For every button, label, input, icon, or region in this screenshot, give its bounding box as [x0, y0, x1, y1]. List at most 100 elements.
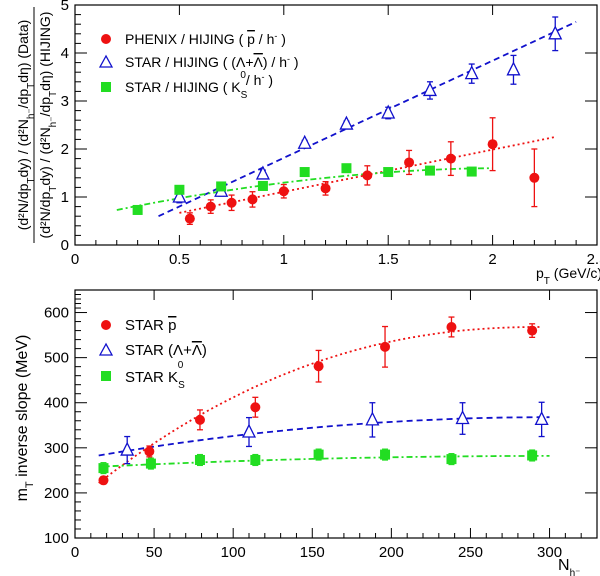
bottom-y-tick-label: 100: [44, 530, 69, 547]
bottom-y-tick-label: 600: [44, 305, 69, 322]
bottom-fit-line-1: [98, 326, 542, 484]
bottom-data-point-triangle: [534, 410, 549, 426]
bottom-data-point-triangle: [455, 410, 470, 425]
top-data-point-circle: [487, 139, 498, 150]
bottom-data-point-circle: [527, 325, 538, 336]
legend-marker-triangle: [98, 342, 114, 356]
legend-marker-square: [101, 371, 111, 381]
bottom-x-tick-label: 300: [537, 544, 562, 561]
bottom-x-tick-label: 50: [146, 544, 163, 561]
top-data-point-circle: [529, 172, 540, 183]
top-data-point-circle: [247, 194, 258, 205]
bottom-data-point-square: [380, 449, 391, 460]
top-y-tick-label: 4: [61, 45, 69, 62]
bottom-data-point-triangle: [365, 411, 380, 426]
top-data-point-circle: [445, 153, 456, 164]
top-data-point-triangle: [255, 165, 270, 180]
bottom-x-tick-label: 0: [71, 544, 79, 561]
top-data-point-circle: [404, 157, 415, 168]
bottom-plot-frame: [74, 289, 598, 539]
top-data-point-circle: [205, 201, 216, 212]
top-data-point-square: [466, 166, 477, 177]
top-data-point-square: [257, 180, 268, 191]
bottom-y-axis-title: mT inverse slope (MeV): [14, 335, 36, 502]
bottom-panel: 0 50 100 150 200 250 300 100 200 300 400 500 600 mT …: [14, 289, 598, 576]
top-legend: PHENIX / HIJING ( p / h- ) STAR / HIJING…: [98, 31, 299, 101]
top-y-tick-label: 0: [61, 237, 69, 254]
bottom-ticks: 0 50 100 150 200 250 300 100 200 300 400 500 600: [44, 289, 598, 561]
top-data-point-square: [216, 181, 227, 192]
bottom-x-tick-label: 100: [221, 544, 246, 561]
top-data-point-circle: [362, 170, 373, 181]
top-data-point-square: [341, 163, 352, 174]
top-data-point-circle: [226, 197, 237, 208]
top-data-point-triangle: [464, 65, 479, 80]
top-x-tick-label: 1: [280, 251, 288, 268]
bottom-x-tick-label: 200: [379, 544, 404, 561]
top-y-tick-label: 3: [61, 93, 69, 110]
top-x-tick-label: 1.5: [378, 251, 399, 268]
top-x-tick-label: 0.5: [169, 251, 190, 268]
legend-marker-triangle: [98, 54, 114, 68]
top-y-tick-label: 2: [61, 141, 69, 158]
top-data-point-triangle: [381, 104, 396, 119]
bottom-data-point-square: [98, 463, 109, 474]
legend-label-pbar: STAR p: [125, 317, 176, 334]
bottom-data-point-circle: [98, 475, 109, 486]
bottom-fit-line-2: [98, 416, 550, 457]
bottom-data-point-circle: [380, 341, 391, 352]
top-data-point-triangle: [422, 81, 438, 97]
bottom-legend-k0s: STAR KS0: [101, 360, 185, 391]
top-y-title-line1: (d²N/dpTdy) / (d²Nh⁻/dpTdη) (Data): [15, 20, 37, 231]
top-panel: 0 0.5 1 1.5 2 2.5 0 1 2 3 4 5 (d²N/dpTdy) / (d²Nh⁻/…: [15, 0, 600, 287]
bottom-y-tick-label: 400: [44, 395, 69, 412]
top-fit-line-2: [158, 20, 577, 218]
top-x-tick-label: 0: [71, 251, 79, 268]
top-data-point-triangle: [297, 134, 312, 149]
bottom-x-tick-label: 250: [458, 544, 483, 561]
top-data-point-triangle: [506, 61, 521, 76]
top-data-point-triangle: [548, 25, 563, 40]
bottom-data-point-square: [527, 450, 538, 461]
legend-marker-circle: [101, 34, 111, 44]
bottom-data-point-triangle: [120, 441, 135, 456]
bottom-fits: [98, 326, 550, 484]
top-x-tick-label: 2: [488, 251, 496, 268]
legend-label-lambda: STAR / HIJING ( (Λ+Λ) / h- ): [125, 54, 299, 70]
legend-marker-circle: [101, 320, 111, 330]
top-y-tick-label: 5: [61, 0, 69, 14]
bottom-data-point-circle: [250, 402, 261, 413]
top-ticks: 0 0.5 1 1.5 2 2.5 0 1 2 3 4 5: [61, 0, 600, 268]
bottom-data-point-circle: [144, 446, 155, 457]
top-y-title-line2: (d²N/dpTdy) / (d²Nh⁻/dpTdη) (HIJING): [37, 12, 59, 239]
top-legend-phenix: PHENIX / HIJING ( p / h- ): [101, 31, 286, 47]
bottom-y-tick-label: 200: [44, 485, 69, 502]
bottom-y-tick-label: 300: [44, 440, 69, 457]
bottom-data-point-square: [194, 454, 205, 465]
top-data-point-square: [383, 167, 394, 178]
legend-marker-square: [101, 82, 111, 92]
bottom-data-point-circle: [313, 361, 324, 372]
bottom-y-tick-label: 500: [44, 350, 69, 367]
top-x-tick-label: 2.5: [587, 251, 600, 268]
top-data-point-triangle: [339, 115, 354, 130]
bottom-points: [98, 316, 549, 486]
top-x-axis-title: pT (GeV/c): [536, 265, 600, 287]
top-y-tick-label: 1: [61, 189, 69, 206]
bottom-fit-line-3: [98, 455, 550, 468]
top-data-point-square: [299, 167, 310, 178]
bottom-legend: STAR p STAR (Λ+Λ) STAR KS0: [98, 317, 207, 391]
bottom-x-axis-title: Nh⁻: [558, 557, 580, 576]
top-data-point-circle: [184, 213, 195, 224]
bottom-data-point-circle: [446, 321, 457, 332]
top-data-point-square: [132, 204, 143, 215]
legend-label-k0s: STAR / HIJING ( KS0/ h- ): [125, 70, 273, 101]
top-data-point-square: [424, 165, 435, 176]
bottom-data-point-triangle: [241, 423, 257, 438]
top-y-axis-title: (d²N/dpTdy) / (d²Nh⁻/dpTdη) (Data) (d²N/…: [15, 7, 59, 243]
top-data-point-circle: [278, 186, 289, 197]
legend-label-k0s: STAR KS0: [125, 360, 185, 391]
top-legend-k0s: STAR / HIJING ( KS0/ h- ): [101, 70, 273, 101]
bottom-x-tick-label: 150: [300, 544, 325, 561]
